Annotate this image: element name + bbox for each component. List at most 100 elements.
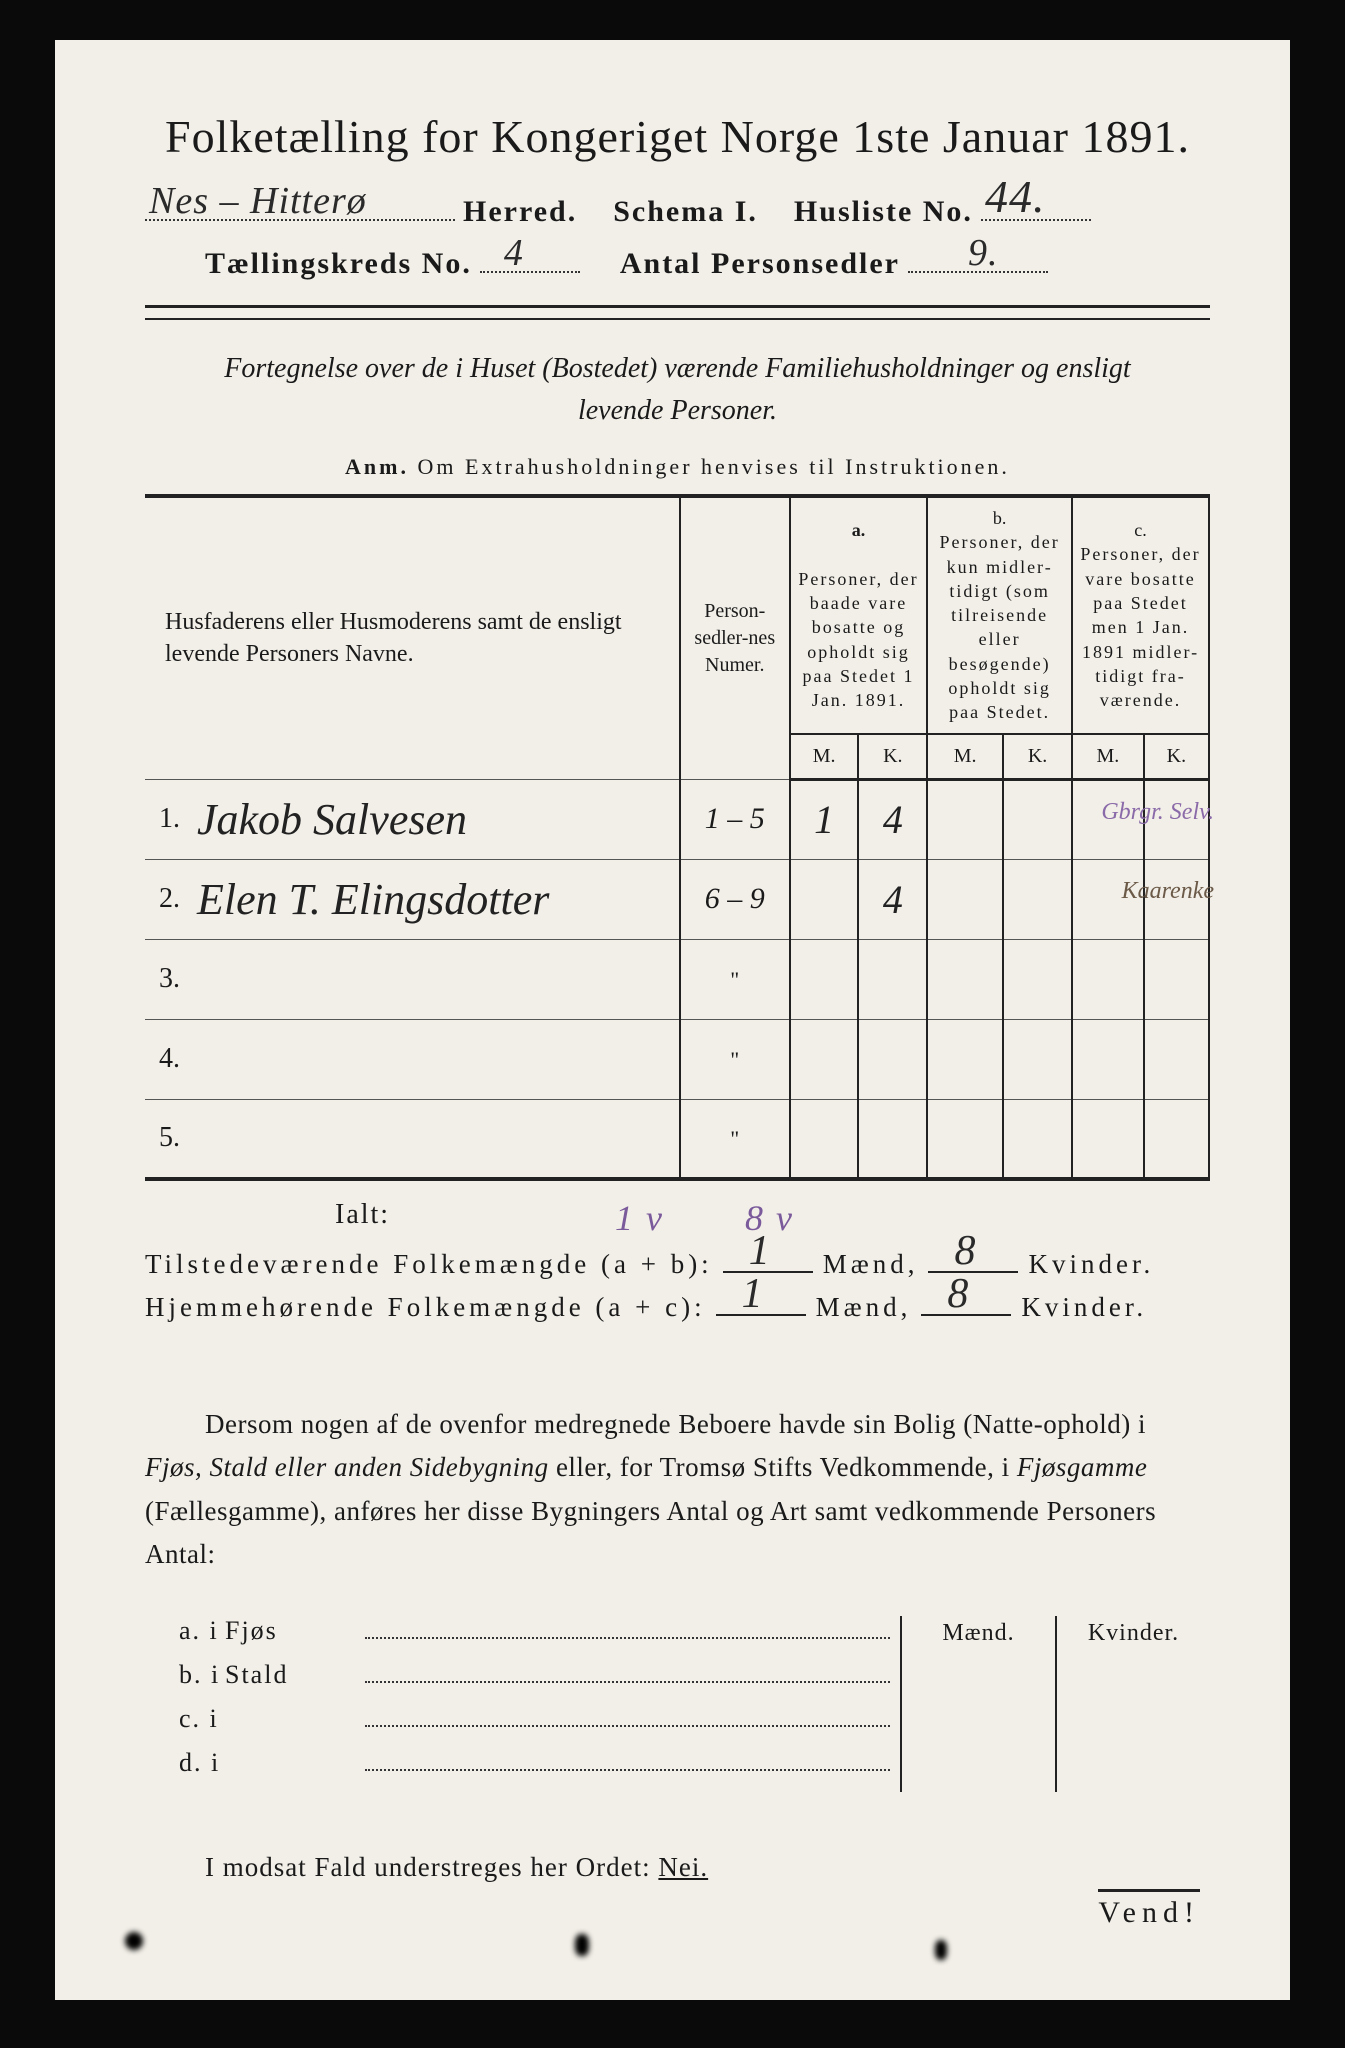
row-a-k (858, 1099, 927, 1179)
row-c-k: Kaarenke (1144, 859, 1209, 939)
buildings-maend-head: Mænd. (902, 1620, 1055, 1655)
ink-spot (125, 1932, 143, 1950)
anm-bold: Anm. (345, 454, 409, 479)
header-line-1: Nes – Hitterø Herred. Schema I. Husliste… (145, 191, 1210, 229)
sum-resident: Hjemmehørende Folkemængde (a + c): 1 Mæn… (145, 1286, 1210, 1323)
kvinder-label: Kvinder. (1028, 1249, 1154, 1280)
building-row: d. i (145, 1748, 900, 1778)
sum-present-label: Tilstedeværende Folkemængde (a + b): (145, 1249, 713, 1280)
building-row-label: c. i (145, 1704, 225, 1734)
ialt-label: Ialt: 1 v 8 v (145, 1199, 1210, 1231)
building-row: a. iFjøs (145, 1616, 900, 1646)
row-a-k (858, 939, 927, 1019)
row-a-m (790, 939, 859, 1019)
row-c-m (1072, 939, 1144, 1019)
husliste-handwritten: 44. (985, 170, 1046, 223)
main-table: Husfaderens eller Husmoderens samt de en… (145, 494, 1210, 1181)
building-row: c. i (145, 1704, 900, 1734)
page-title: Folketælling for Kongeriget Norge 1ste J… (145, 110, 1210, 163)
row-b-m (927, 779, 1003, 859)
buildings-list: a. iFjøsb. iStaldc. id. i (145, 1616, 900, 1792)
row-a-k (858, 1019, 927, 1099)
row-number: 2. (145, 859, 197, 939)
col-a: a. Personer, der baade vare bosatte og o… (790, 496, 927, 734)
row-c-k (1144, 939, 1209, 1019)
col-c-k: K. (1144, 734, 1209, 780)
row-sedler: 1 – 5 (680, 779, 790, 859)
maend-label: Mænd, (823, 1249, 919, 1280)
row-name (197, 1019, 680, 1099)
sum-present-m-field: 1 (723, 1243, 813, 1273)
col-c: c. Personer, der vare bosatte paa Stedet… (1072, 496, 1209, 734)
kreds-label: Tællingskreds No. (205, 247, 472, 281)
sum-resident-m-field: 1 (716, 1286, 806, 1316)
sum-resident-label: Hjemmehørende Folkemængde (a + c): (145, 1292, 706, 1323)
kvinder-label2: Kvinder. (1021, 1292, 1147, 1323)
building-row: b. iStald (145, 1660, 900, 1690)
row-a-m (790, 859, 859, 939)
col-a-k: K. (858, 734, 927, 780)
anm-note: Anm. Om Extrahusholdninger henvises til … (145, 454, 1210, 480)
antal-handwritten: 9. (968, 231, 999, 275)
row-number: 3. (145, 939, 197, 1019)
row-name: Elen T. Elingsdotter (197, 859, 680, 939)
row-b-k (1003, 1099, 1072, 1179)
sum-present: Tilstedeværende Folkemængde (a + b): 1 M… (145, 1243, 1210, 1280)
row-c-m (1072, 1019, 1144, 1099)
ink-spot (935, 1940, 947, 1960)
row-a-k: 4 (858, 859, 927, 939)
nei-line: I modsat Fald understreges her Ordet: Ne… (145, 1852, 1210, 1883)
row-name: Jakob Salvesen (197, 779, 680, 859)
col-b-k: K. (1003, 734, 1072, 780)
building-row-label: b. i (145, 1660, 225, 1690)
row-a-m: 1 (790, 779, 859, 859)
sum-present-m: 1 (749, 1227, 774, 1275)
nei-word: Nei. (658, 1852, 708, 1882)
ialt-over-m: 1 v (615, 1197, 664, 1239)
building-row-dots (365, 1663, 890, 1683)
row-sedler: " (680, 939, 790, 1019)
row-b-m (927, 1099, 1003, 1179)
divider-thick (145, 305, 1210, 308)
row-b-m (927, 859, 1003, 939)
row-b-m (927, 939, 1003, 1019)
sum-present-k: 8 (954, 1227, 979, 1275)
table-row: 3. " (145, 939, 1209, 1019)
sum-resident-m: 1 (742, 1270, 767, 1318)
subtitle-line2: levende Personer. (578, 395, 777, 426)
buildings-block: a. iFjøsb. iStaldc. id. i Mænd. Kvinder. (145, 1616, 1210, 1792)
anm-text: Om Extrahusholdninger henvises til Instr… (418, 454, 1010, 479)
husliste-field: 44. (981, 191, 1091, 221)
building-row-dots (365, 1751, 890, 1771)
building-row-type: Stald (225, 1660, 365, 1690)
document-page: Folketælling for Kongeriget Norge 1ste J… (55, 40, 1290, 2000)
herred-handwritten: Nes – Hitterø (149, 179, 367, 223)
row-c-k: Gbrgr. Selv. (1144, 779, 1209, 859)
totals-block: Ialt: 1 v 8 v Tilstedeværende Folkemængd… (145, 1199, 1210, 1323)
divider-thin (145, 318, 1210, 320)
building-row-dots (365, 1707, 890, 1727)
row-a-m (790, 1019, 859, 1099)
sum-resident-k-field: 8 (921, 1286, 1011, 1316)
row-c-m (1072, 1099, 1144, 1179)
row-a-m (790, 1099, 859, 1179)
buildings-maend-col: Mænd. (902, 1616, 1055, 1792)
ink-spot (575, 1934, 589, 1956)
buildings-kvinder-col: Kvinder. (1055, 1616, 1210, 1792)
table-row: 2.Elen T. Elingsdotter6 – 9 4 Kaarenke (145, 859, 1209, 939)
row-sedler: " (680, 1099, 790, 1179)
kreds-handwritten: 4 (504, 231, 524, 275)
kreds-field: 4 (480, 243, 580, 273)
herred-field: Nes – Hitterø (145, 191, 455, 221)
row-name (197, 939, 680, 1019)
row-b-k (1003, 779, 1072, 859)
building-row-label: a. i (145, 1616, 225, 1646)
row-c-k (1144, 1019, 1209, 1099)
vend-label: Vend! (1098, 1889, 1200, 1930)
col-sedler: Person-sedler-nes Numer. (680, 496, 790, 779)
sum-resident-k: 8 (947, 1270, 972, 1318)
row-number: 4. (145, 1019, 197, 1099)
paragraph: Dersom nogen af de ovenfor medregnede Be… (145, 1403, 1210, 1576)
subtitle-line1: Fortegnelse over de i Huset (Bostedet) v… (224, 353, 1130, 384)
row-sedler: 6 – 9 (680, 859, 790, 939)
